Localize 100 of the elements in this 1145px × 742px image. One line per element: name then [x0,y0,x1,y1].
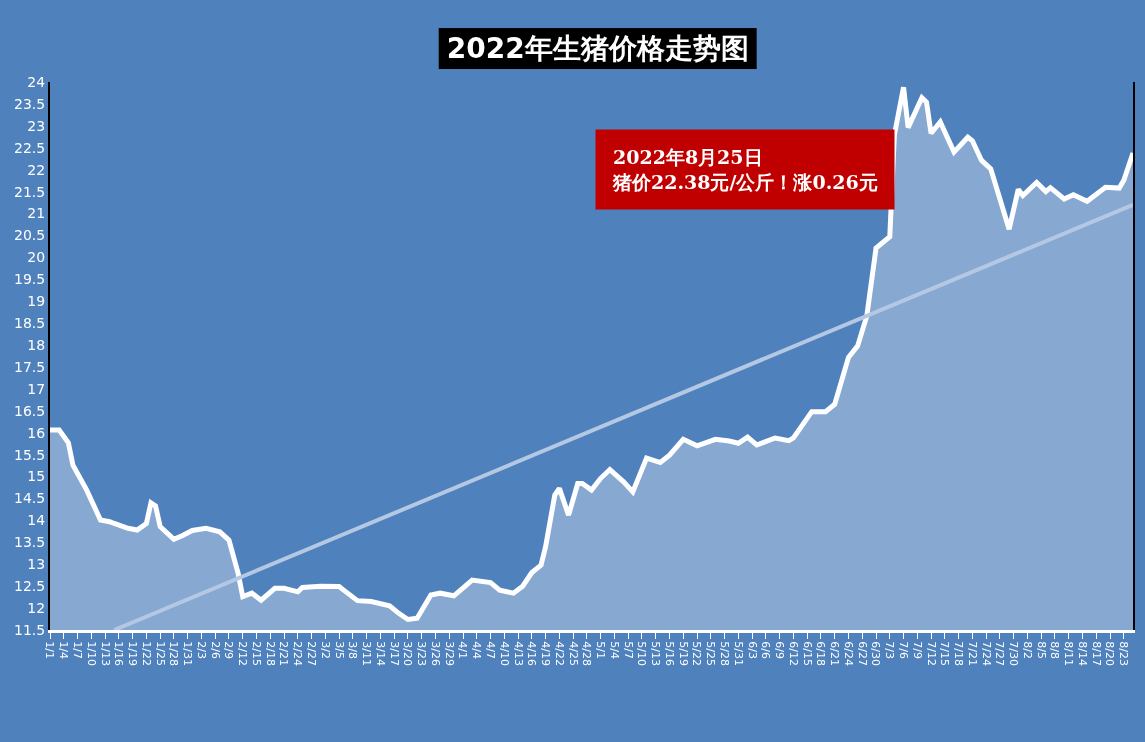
x-tick-label: 2/9 [222,641,236,659]
chart-title: 2022年生猪价格走势图 [446,32,749,66]
y-tick-label: 14 [27,512,46,529]
x-tick-label: 4/1 [456,641,470,659]
x-tick-label: 5/7 [621,641,635,659]
y-tick-label: 20 [27,249,46,266]
x-tick-label: 3/14 [373,641,387,666]
y-tick-label: 23.5 [14,95,46,112]
y-tick-label: 21 [27,205,46,222]
x-tick-label: 5/16 [662,641,676,666]
x-tick-label: 1/28 [167,641,181,666]
x-tick-label: 1/13 [98,641,112,666]
x-tick-label: 3/5 [332,641,346,659]
x-tick-label: 3/20 [401,641,415,666]
x-tick-label: 8/11 [1062,641,1076,666]
x-tick-label: 6/3 [745,641,759,659]
x-tick-label: 3/8 [346,641,360,659]
x-tick-label: 1/4 [57,641,71,659]
x-tick-label: 5/1 [594,641,608,659]
x-tick-label: 6/27 [855,641,869,666]
x-tick-label: 7/15 [938,641,952,666]
y-tick-label: 13.5 [14,534,46,551]
y-tick-label: 12 [27,599,46,616]
y-tick-label: 12.5 [14,578,46,595]
x-tick-label: 4/28 [580,641,594,666]
y-tick-label: 19.5 [14,271,46,288]
x-tick-label: 6/15 [800,641,814,666]
x-tick-label: 4/16 [525,641,539,666]
annotation: 猪价22.38元/公斤！涨0.26元 [612,170,878,193]
x-tick-label: 3/26 [428,641,442,666]
x-tick-label: 1/10 [84,641,98,666]
x-tick-label: 1/1 [43,641,57,659]
y-tick-label: 18.5 [14,315,46,332]
y-tick-label: 22 [27,161,46,178]
x-tick-label: 8/14 [1075,641,1089,666]
x-tick-label: 3/17 [387,641,401,666]
x-tick-label: 2/15 [249,641,263,666]
x-tick-label: 5/4 [607,641,621,659]
x-tick-label: 4/13 [511,641,525,666]
x-tick-label: 6/12 [786,641,800,666]
x-tick-label: 8/17 [1089,641,1103,666]
x-tick-label: 1/7 [70,641,84,659]
x-tick-label: 2/24 [291,641,305,666]
x-tick-label: 1/31 [181,641,195,666]
x-tick-label: 8/2 [1020,641,1034,659]
x-tick-label: 7/9 [910,641,924,659]
y-tick-label: 23 [27,117,46,134]
x-tick-label: 7/21 [965,641,979,666]
y-tick-label: 21.5 [14,183,46,200]
y-tick-label: 22.5 [14,139,46,156]
x-tick-label: 5/19 [676,641,690,666]
x-tick-label: 1/16 [112,641,126,666]
x-tick-label: 5/28 [718,641,732,666]
x-tick-label: 2/27 [304,641,318,666]
x-tick-label: 2/6 [208,641,222,659]
x-tick-label: 6/24 [841,641,855,666]
x-tick-label: 5/25 [704,641,718,666]
x-tick-label: 5/10 [635,641,649,666]
x-tick-label: 6/30 [869,641,883,666]
x-tick-label: 3/23 [415,641,429,666]
y-tick-label: 16 [27,424,46,441]
x-tick-label: 5/31 [731,641,745,666]
y-tick-label: 19 [27,293,46,310]
x-tick-label: 3/2 [318,641,332,659]
y-tick-label: 15.5 [14,446,46,463]
x-tick-label: 7/30 [1007,641,1021,666]
y-tick-label: 17 [27,380,46,397]
x-tick-label: 6/21 [828,641,842,666]
x-tick-label: 4/25 [566,641,580,666]
y-tick-label: 20.5 [14,227,46,244]
x-tick-label: 4/7 [483,641,497,659]
x-tick-label: 1/25 [153,641,167,666]
x-tick-label: 2/3 [194,641,208,659]
x-tick-label: 8/5 [1034,641,1048,659]
y-tick-label: 13 [27,556,46,573]
x-tick-label: 4/19 [539,641,553,666]
x-tick-label: 7/12 [924,641,938,666]
x-tick-label: 8/20 [1103,641,1117,666]
y-tick-label: 15 [27,468,46,485]
x-tick-label: 6/9 [773,641,787,659]
x-tick-label: 3/29 [442,641,456,666]
x-tick-label: 4/10 [497,641,511,666]
x-tick-label: 5/22 [690,641,704,666]
annotation: 2022年8月25日 [613,146,763,168]
y-tick-label: 16.5 [14,402,46,419]
x-tick-label: 7/27 [993,641,1007,666]
y-tick-label: 17.5 [14,358,46,375]
x-tick-label: 2/12 [236,641,250,666]
x-tick-label: 1/19 [126,641,140,666]
y-tick-label: 14.5 [14,490,46,507]
y-tick-label: 24 [27,73,46,90]
x-tick-label: 3/11 [360,641,374,666]
y-tick-label: 18 [27,336,46,353]
x-tick-label: 2/21 [277,641,291,666]
x-tick-label: 4/22 [552,641,566,666]
y-tick-label: 11.5 [14,621,46,638]
x-tick-label: 8/23 [1117,641,1131,666]
x-tick-label: 7/3 [883,641,897,659]
x-tick-label: 1/22 [139,641,153,666]
x-tick-label: 2/18 [263,641,277,666]
